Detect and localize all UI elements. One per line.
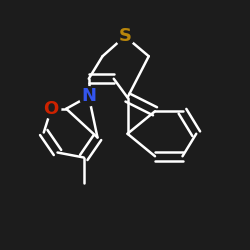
- Circle shape: [79, 87, 98, 106]
- Circle shape: [42, 99, 61, 118]
- Circle shape: [116, 27, 134, 46]
- Text: S: S: [118, 27, 132, 45]
- Text: N: N: [81, 87, 96, 105]
- Text: O: O: [44, 100, 59, 118]
